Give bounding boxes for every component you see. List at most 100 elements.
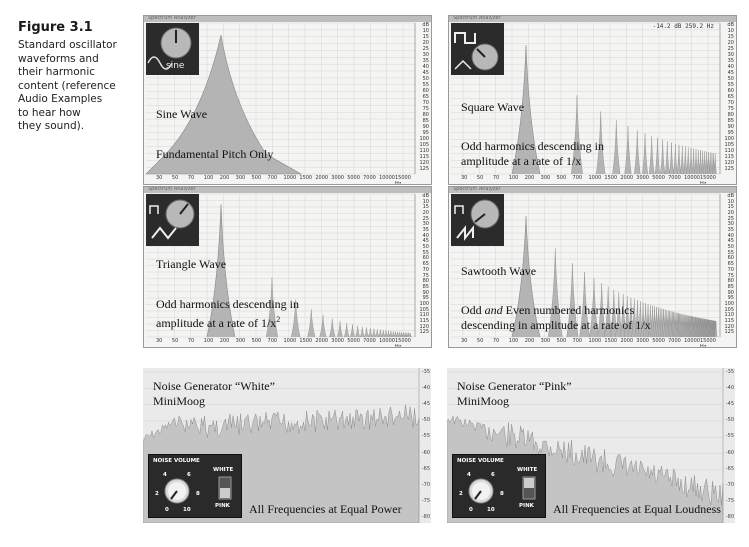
y-tick-label: 100	[419, 136, 429, 142]
y-tick-label: -35	[725, 369, 734, 375]
description-line: descending in amplitude at a rate of 1/x	[461, 318, 651, 332]
x-tick-label: 1500	[604, 175, 618, 181]
y-tick-label: 60	[727, 88, 734, 94]
x-tick-label: 700	[267, 338, 278, 344]
x-tick-label: 200	[524, 338, 535, 344]
caption-line: to hear how	[18, 106, 81, 119]
x-tick-label: 15000 Hz	[395, 338, 411, 348]
y-tick-label: 100	[419, 300, 429, 307]
y-tick-label: 35	[727, 227, 734, 234]
y-tick-label: -45	[725, 401, 734, 408]
x-tick-label: 70	[187, 338, 195, 344]
spectrum-plot	[145, 22, 416, 175]
x-tick-label: 5000	[652, 175, 665, 181]
y-tick-label: 65	[422, 94, 429, 100]
y-tick-label: 120	[724, 160, 734, 166]
x-tick-label: 100	[508, 338, 519, 344]
y-tick-label: 45	[727, 70, 734, 76]
x-tick-label: 5000	[652, 338, 665, 344]
y-tick-label: -70	[421, 481, 430, 488]
x-tick-label: 5000	[347, 175, 360, 181]
y-tick-label: dB	[727, 22, 734, 28]
x-tick-label: 70	[492, 175, 500, 181]
y-tick-label: 95	[727, 295, 734, 302]
x-tick-label: 50	[171, 338, 179, 344]
y-tick-label: -60	[421, 449, 430, 456]
caption-line: their harmonic	[18, 66, 96, 78]
y-tick-label: -60	[725, 449, 734, 456]
y-tick-label: 90	[422, 289, 429, 296]
noise-y-axis-labels: -35 -40 -45 -50 -55 -60 -65 -70 -75 -80	[723, 368, 735, 523]
x-tick-label: 50	[476, 175, 484, 181]
y-tick-label: 30	[727, 52, 734, 58]
y-tick-label: 35	[727, 58, 734, 64]
x-tick-label: 2000	[315, 338, 329, 344]
x-tick-label: 1500	[299, 338, 313, 344]
cursor-readout: -14.2 dB 259.2 Hz	[652, 23, 714, 30]
y-tick-label: 85	[727, 118, 734, 124]
y-tick-label: 80	[422, 278, 429, 285]
y-tick-label: -40	[725, 385, 734, 392]
volume-knob-icon	[468, 476, 536, 504]
scale-mark: 10	[487, 507, 495, 513]
scale-mark: 6	[491, 472, 495, 478]
pink-switch-label: PINK	[215, 503, 230, 509]
caption-line: Standard oscillator	[18, 39, 117, 51]
y-tick-label: 90	[727, 124, 734, 130]
y-tick-label: 80	[727, 278, 734, 285]
panel-title: Square Wave	[461, 100, 525, 114]
sawtooth-oscillator-thumbnail	[451, 194, 504, 246]
caption-line: they sound).	[18, 120, 85, 132]
y-tick-label: 70	[727, 266, 734, 273]
y-tick-label: 65	[727, 94, 734, 100]
square-wave-panel: Spectrum Analyzer -14.2 dB 259.2 Hz dB 10…	[448, 15, 737, 185]
y-tick-label: 70	[727, 100, 734, 106]
description-line: Odd harmonics descending in	[156, 297, 299, 311]
analyzer-titlebar: Spectrum Analyzer	[144, 187, 431, 193]
y-tick-label: 55	[422, 249, 429, 256]
y-tick-label: 100	[724, 136, 734, 142]
x-tick-label: 1000	[588, 175, 602, 181]
panel-title: Sawtooth Wave	[461, 264, 537, 278]
y-tick-label: 75	[422, 106, 429, 112]
caption-line: content (reference	[18, 79, 116, 92]
y-tick-label: -55	[421, 433, 430, 440]
y-tick-label: 110	[419, 148, 429, 154]
y-tick-label: 90	[727, 289, 734, 296]
y-tick-label: -55	[725, 433, 734, 440]
x-tick-label: 500	[556, 338, 567, 344]
x-axis-labels: 30 50 70 100 200 300 500 700 1000 1500 2000 3000 500…	[449, 338, 720, 347]
y-tick-label: 90	[422, 124, 429, 130]
y-tick-label: 45	[727, 238, 734, 245]
scale-mark: 10	[183, 507, 191, 513]
description-text: Even numbered harmonics	[502, 303, 635, 317]
x-tick-label: 100	[203, 338, 214, 344]
x-tick-label: 10000	[684, 338, 700, 344]
y-tick-label: 85	[422, 283, 429, 290]
noise-y-axis-labels: -35 -40 -45 -50 -55 -60 -65 -70 -75 -80	[419, 368, 431, 523]
x-tick-label: 2000	[315, 175, 329, 181]
sine-oscillator-thumbnail: sine	[146, 23, 199, 75]
y-tick-label: 95	[422, 295, 429, 302]
y-tick-label: 115	[724, 154, 734, 160]
panel-description: Fundamental Pitch Only	[156, 147, 274, 161]
x-tick-label: 15000 Hz	[700, 175, 716, 185]
y-tick-label: -75	[725, 497, 734, 504]
x-tick-label: 5000	[347, 338, 360, 344]
x-tick-label: 30	[156, 338, 163, 344]
x-tick-label: 700	[267, 175, 278, 181]
y-tick-label: 40	[422, 232, 429, 239]
y-tick-label: 110	[724, 148, 734, 154]
x-axis-labels: 30 50 70 100 200 300 500 700 1000 1500 2000 3000 500…	[144, 175, 415, 184]
x-tick-label: 2000	[620, 338, 634, 344]
scale-mark: 0	[469, 507, 473, 513]
white-switch-label: WHITE	[517, 467, 538, 473]
x-tick-label: 3000	[636, 338, 649, 344]
figure-number: Figure 3.1	[18, 20, 93, 35]
sine-thumb-label: sine	[166, 61, 185, 71]
scale-mark: 8	[196, 491, 200, 497]
y-tick-label: 105	[724, 306, 734, 313]
y-tick-label: dB	[727, 193, 734, 199]
y-tick-label: 105	[724, 142, 734, 148]
description-text: amplitude at a rate of 1/x	[156, 316, 277, 330]
